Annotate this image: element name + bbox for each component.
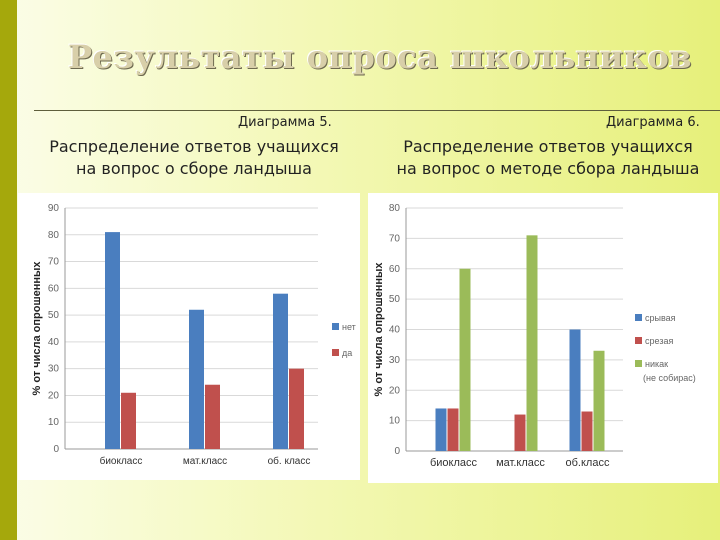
y-tick-label: 50 (389, 294, 401, 305)
x-category-label: об.класс (566, 457, 610, 469)
y-tick-label: 10 (389, 416, 401, 427)
accent-bar (0, 0, 17, 540)
diagram-5-caption-line2: на вопрос о сборе ландыша (76, 159, 312, 178)
bar-никак-1 (459, 268, 471, 451)
y-tick-label: 0 (53, 444, 59, 455)
diagram-5-label: Диаграмма 5. (238, 115, 332, 130)
diagram-6-caption-line2: на вопрос о методе сбора ландыша (396, 159, 700, 178)
legend-swatch-срезая (635, 337, 642, 344)
y-tick-label: 70 (48, 257, 60, 268)
x-category-label: биокласс (430, 457, 478, 469)
x-category-label: биокласс (100, 455, 143, 467)
legend-label-никак: никак (645, 359, 668, 369)
y-tick-label: 80 (48, 230, 60, 241)
chart-5: 0 10 20 30 40 50 60 70 80 90 % от числа опрошенных… (31, 203, 356, 467)
legend-label-срывая: срывая (645, 313, 676, 323)
chart-6-panel: 0 10 20 30 40 50 60 70 80 % от числа опрошенных би… (368, 193, 718, 483)
bar-нет-3 (273, 293, 288, 449)
legend-label-срезая: срезая (645, 336, 673, 346)
legend-swatch-никак (635, 360, 642, 367)
y-tick-label: 30 (389, 355, 401, 366)
title-divider (34, 110, 720, 111)
bar-да-2 (205, 384, 220, 449)
diagram-6-caption-line1: Распределение ответов учащихся (403, 137, 693, 156)
x-category-label: мат.класс (496, 457, 545, 469)
bar-никак-2 (526, 235, 538, 451)
y-tick-label: 20 (48, 390, 60, 401)
y-tick-label: 80 (389, 203, 401, 214)
x-category-label: об. класс (268, 455, 311, 467)
legend-label-нет: нет (342, 322, 356, 332)
bar-да-3 (289, 368, 304, 449)
y-tick-label: 60 (389, 264, 401, 275)
bar-нет-1 (105, 232, 120, 449)
legend-swatch-да (332, 349, 339, 356)
chart-5-panel: 0 10 20 30 40 50 60 70 80 90 % от числа опрошенных… (18, 193, 360, 480)
bar-срезая-1 (447, 408, 459, 451)
bar-срывая-3 (569, 329, 581, 451)
slide-title: Результаты опроса школьников (67, 38, 693, 76)
bar-срывая-1 (435, 408, 447, 451)
bar-да-1 (121, 392, 136, 449)
bar-срезая-3 (581, 411, 593, 451)
y-tick-label: 40 (389, 325, 401, 336)
diagram-6-label: Диаграмма 6. (606, 115, 700, 130)
legend-swatch-нет (332, 323, 339, 330)
legend-note: (не собирас) (643, 373, 696, 383)
x-category-label: мат.класс (183, 456, 227, 467)
bar-никак-3 (593, 350, 605, 451)
diagram-6-caption: Распределение ответов учащихся на вопрос… (376, 136, 720, 180)
y-tick-label: 0 (394, 446, 400, 457)
legend-label-да: да (342, 348, 352, 358)
diagram-5-caption: Распределение ответов учащихся на вопрос… (18, 136, 370, 180)
chart-6: 0 10 20 30 40 50 60 70 80 % от числа опрошенных би… (373, 203, 696, 469)
bar-срезая-2 (514, 414, 526, 451)
y-tick-label: 40 (48, 337, 60, 348)
y-tick-label: 20 (389, 385, 401, 396)
legend-swatch-срывая (635, 314, 642, 321)
diagram-5-caption-line1: Распределение ответов учащихся (49, 137, 339, 156)
y-tick-label: 90 (48, 203, 60, 214)
y-tick-label: 10 (48, 417, 60, 428)
y-tick-label: 60 (48, 283, 60, 294)
y-axis-label: % от числа опрошенных (31, 261, 43, 396)
y-tick-label: 50 (48, 310, 60, 321)
y-axis-label: % от числа опрошенных (373, 262, 385, 397)
bar-нет-2 (189, 309, 204, 449)
y-tick-label: 70 (389, 233, 401, 244)
y-tick-label: 30 (48, 364, 60, 375)
